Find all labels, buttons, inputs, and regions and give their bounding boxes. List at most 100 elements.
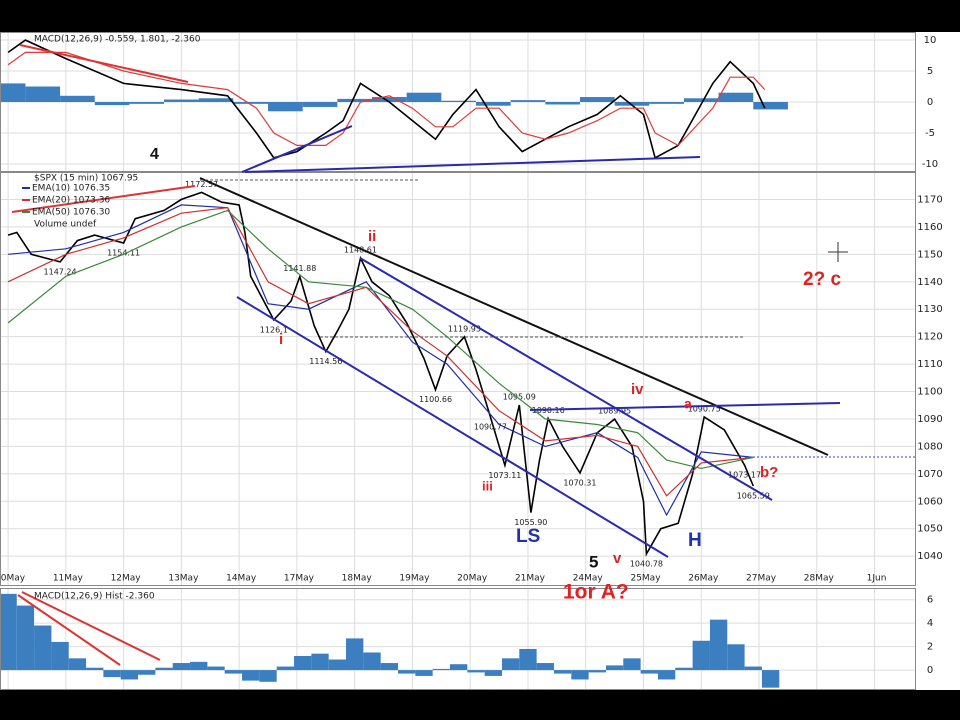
annotation: 2? c <box>803 269 841 290</box>
y-tick-label: 10 <box>924 35 937 46</box>
y-tick-label: 1040 <box>917 551 942 562</box>
histogram-bar <box>103 670 121 678</box>
value-label: 1148.61 <box>344 246 377 255</box>
annotation: 4 <box>150 146 159 163</box>
histogram-bar <box>475 102 511 106</box>
histogram-bar <box>536 663 554 671</box>
histogram-bar <box>519 648 537 671</box>
histogram-bar <box>198 98 234 102</box>
x-tick-label: 18May <box>342 574 373 584</box>
macd-title: MACD(12,26,9) -0.559, 1.801, -2.360 <box>34 35 201 45</box>
histogram-bar <box>302 102 338 107</box>
y-tick-label: 1080 <box>917 441 942 452</box>
x-tick-label: 10May <box>0 574 26 584</box>
histogram-bar <box>363 652 381 671</box>
y-tick-label: 1060 <box>917 496 942 507</box>
histogram-bar <box>34 625 52 671</box>
histogram-bar <box>441 100 476 102</box>
y-tick-label: 1100 <box>917 387 942 398</box>
histogram-bar <box>138 670 156 675</box>
histogram-bar <box>753 102 788 110</box>
histogram-bar <box>449 664 468 671</box>
histogram-bar <box>380 663 399 671</box>
histogram-bar <box>579 97 615 102</box>
y-tick-label: 1050 <box>917 524 942 535</box>
value-label: 1065.59 <box>737 491 770 500</box>
histogram-bar <box>268 102 303 112</box>
y-tick-label: -10 <box>922 159 938 170</box>
series-line <box>7 209 754 470</box>
y-tick-label: 1070 <box>917 469 942 480</box>
x-tick-label: 26May <box>688 574 719 584</box>
x-tick-label: 20May <box>457 574 488 584</box>
background <box>0 32 960 690</box>
histogram-bar <box>276 666 295 671</box>
value-label: 1089.95 <box>598 407 631 416</box>
value-label: 1073.17 <box>728 471 761 480</box>
histogram-bar <box>657 670 676 680</box>
value-label: 1040.78 <box>630 560 663 569</box>
histogram-bar <box>415 670 433 676</box>
x-tick-label: 14May <box>226 574 257 584</box>
histogram-bar <box>398 670 416 674</box>
histogram-bar <box>259 670 277 682</box>
legend: 10May 11May 12May 13May 14May 17May 18May 19May… <box>0 35 943 676</box>
value-label: 1070.31 <box>563 479 596 488</box>
x-tick-label: 1Jun <box>867 574 887 584</box>
x-tick-label: 11May <box>53 574 84 584</box>
histogram-bar <box>623 658 641 671</box>
y-tick-label: 1170 <box>917 194 942 205</box>
annotation: iv <box>631 381 644 398</box>
annotation: H <box>688 530 702 551</box>
value-label: 1090.77 <box>474 422 507 431</box>
histogram-bar <box>155 667 173 671</box>
value-label: 1172.57 <box>185 180 218 189</box>
y-tick-label: 4 <box>927 618 933 629</box>
value-label: 1154.11 <box>107 249 140 258</box>
x-tick-label: 21May <box>515 574 546 584</box>
price-title: $SPX (15 min) 1067.95 <box>34 174 138 184</box>
value-label: 1147.24 <box>44 267 77 276</box>
annotation: i <box>279 331 283 348</box>
legend-label: EMA(50) 1076.30 <box>32 208 110 218</box>
histogram-bar <box>588 670 606 673</box>
histogram-bar <box>190 661 208 671</box>
histogram-bar <box>718 92 754 102</box>
value-label: 1073.11 <box>488 471 521 480</box>
series-line <box>7 51 766 147</box>
trend-lines <box>11 44 915 666</box>
histogram-bar <box>510 100 546 102</box>
histogram-bar <box>224 670 243 674</box>
y-tick-label: -5 <box>925 128 935 139</box>
series-line <box>7 207 754 497</box>
histogram-bar <box>0 83 26 102</box>
x-tick-label: 17May <box>284 574 315 584</box>
histogram-bar <box>86 667 104 671</box>
x-tick-label: 19May <box>399 574 430 584</box>
histogram-bar <box>129 102 165 104</box>
histogram-bar <box>68 658 87 671</box>
histogram-bar <box>94 102 130 106</box>
histogram-bar <box>571 670 589 680</box>
x-tick-label: 12May <box>111 574 142 584</box>
histogram-bar <box>242 670 260 681</box>
histogram-bar <box>0 593 17 671</box>
value-label: 1055.90 <box>514 518 547 527</box>
panel-borders <box>0 32 916 690</box>
histogram-bar <box>709 619 728 671</box>
histogram-bar <box>649 102 684 104</box>
histogram-bar <box>484 670 502 676</box>
y-tick-label: 0 <box>927 665 933 676</box>
y-tick-label: 5 <box>927 66 933 77</box>
x-tick-label: 25May <box>630 574 661 584</box>
y-tick-label: 1120 <box>917 332 942 343</box>
histogram-bar <box>467 670 485 673</box>
y-tick-label: 1160 <box>917 222 942 233</box>
histogram-bar <box>25 86 61 102</box>
histogram-bar <box>675 667 693 671</box>
histogram-bar <box>120 670 139 680</box>
marks: 1147.24 1154.11 1172.57 1126.1 1141.88 1114.5… <box>0 39 788 688</box>
histogram-bar <box>311 653 329 671</box>
value-label: 1114.56 <box>309 357 342 366</box>
histogram-bar <box>640 670 658 674</box>
